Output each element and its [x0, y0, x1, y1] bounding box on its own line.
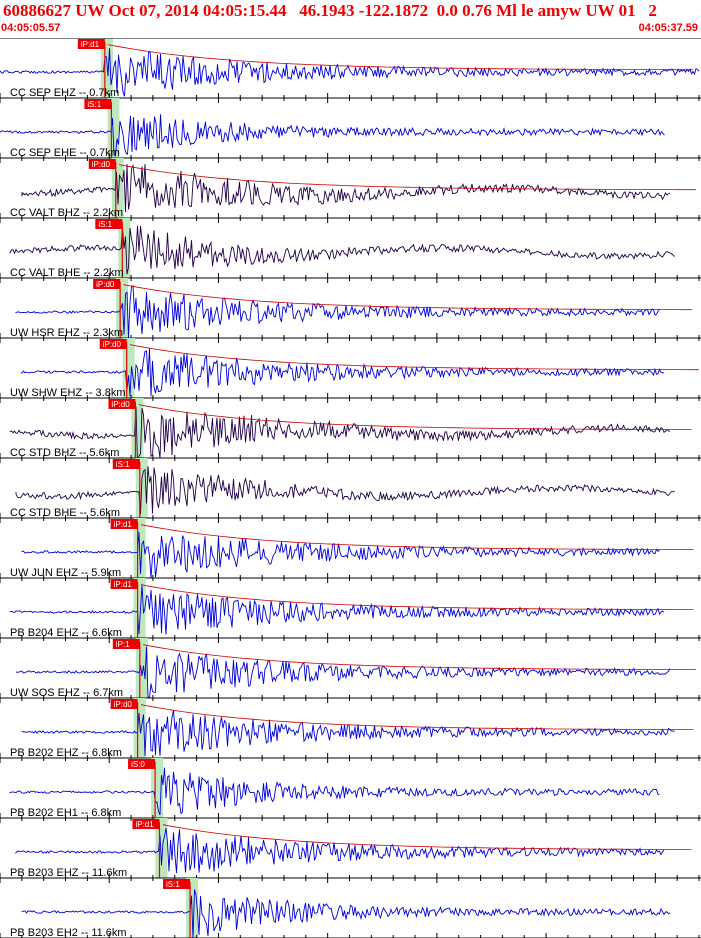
trace-label: PB B204 EHZ -- 6.6km — [10, 627, 122, 639]
event-header: 60886627 UW Oct 07, 2014 04:05:15.44 46.… — [0, 0, 701, 38]
pick-label: iP:d0 — [96, 280, 115, 289]
coda-curve — [108, 44, 693, 71]
pick-label: iP:d0 — [92, 160, 111, 169]
coda-curve — [139, 404, 692, 430]
pick-label: iP:d1 — [135, 820, 154, 829]
pick-label: iP:d1 — [114, 580, 133, 589]
pick-marker — [112, 639, 140, 649]
trace-label: PB B203 EH2 -- 11.6km — [10, 927, 127, 938]
coda-curve — [130, 344, 699, 371]
waveform — [21, 532, 660, 579]
coda-curve — [141, 704, 694, 730]
pick-marker — [112, 459, 140, 469]
pick-window — [155, 818, 168, 878]
trace-label: PB B202 EH1 -- 6.8km — [10, 807, 121, 819]
pick-marker — [95, 219, 123, 229]
waveform — [15, 828, 665, 874]
pick-label: iP:d0 — [103, 340, 122, 349]
waveform — [15, 646, 671, 699]
pick-marker — [99, 339, 127, 349]
time-start-label: 04:05:05.57 — [1, 22, 61, 34]
trace-label: CC VALT BHZ -- 2.2km — [10, 207, 123, 219]
pick-marker — [77, 39, 105, 49]
pick-window — [111, 158, 124, 218]
pick-marker — [132, 819, 160, 829]
waveform — [9, 767, 660, 816]
time-end-label: 04:05:37.59 — [638, 22, 698, 34]
coda-curve — [119, 164, 696, 191]
waveform — [9, 225, 675, 275]
trace-label: CC STD BHE -- 5.6km — [10, 507, 120, 519]
waveform — [21, 347, 665, 397]
event-title: 60886627 UW Oct 07, 2014 04:05:15.44 46.… — [3, 1, 657, 20]
pick-marker — [93, 279, 121, 289]
waveform — [15, 466, 675, 515]
pick-marker — [84, 99, 112, 109]
pick-window — [135, 638, 148, 698]
waveform — [0, 114, 665, 157]
waveform — [21, 163, 671, 213]
trace-label: PB B203 EHZ -- 11.6km — [10, 867, 127, 879]
pick-label: iS:0 — [131, 760, 145, 769]
pick-label: iP:d1 — [114, 520, 133, 529]
pick-marker — [110, 519, 138, 529]
pick-marker — [163, 879, 191, 889]
coda-curve — [143, 644, 696, 670]
waveform — [0, 48, 700, 97]
pick-marker — [108, 399, 136, 409]
pick-label: iP:1 — [116, 640, 130, 649]
waveform — [9, 585, 665, 635]
trace-label: CC SEP EHZ -- 0.7km — [10, 87, 119, 99]
pick-window — [133, 698, 146, 758]
coda-curve — [163, 824, 692, 850]
pick-label: iS:1 — [98, 220, 112, 229]
pick-marker — [88, 159, 116, 169]
waveform — [21, 889, 671, 938]
coda-curve — [141, 524, 694, 550]
coda-curve — [141, 584, 694, 610]
pick-label: iP:d0 — [114, 700, 133, 709]
trace-label: UW JUN EHZ -- 5.9km — [10, 567, 121, 579]
pick-label: iP:d0 — [111, 400, 130, 409]
waveform — [9, 406, 671, 464]
trace-label: CC STD BHZ -- 5.6km — [10, 447, 119, 459]
pick-window — [122, 338, 135, 398]
trace-label: UW SHW EHZ -- 3.8km — [10, 387, 126, 399]
pick-marker — [128, 759, 156, 769]
trace-label: UW SOS EHZ -- 6.7km — [10, 687, 123, 699]
pick-window — [116, 278, 129, 338]
pick-marker — [110, 579, 138, 589]
pick-marker — [110, 699, 138, 709]
trace-label: PB B202 EHZ -- 6.8km — [10, 747, 122, 759]
trace-label: CC VALT BHE -- 2.2km — [10, 267, 124, 279]
trace-label: UW HSR EHZ -- 2.3km — [10, 327, 123, 339]
pick-label: iS:1 — [116, 460, 130, 469]
trace-label: CC SEP EHE -- 0.7km — [10, 147, 120, 159]
pick-label: iS:1 — [166, 880, 180, 889]
pick-label: iP:d1 — [81, 40, 100, 49]
pick-label: iS:1 — [87, 100, 101, 109]
coda-curve — [123, 284, 693, 311]
